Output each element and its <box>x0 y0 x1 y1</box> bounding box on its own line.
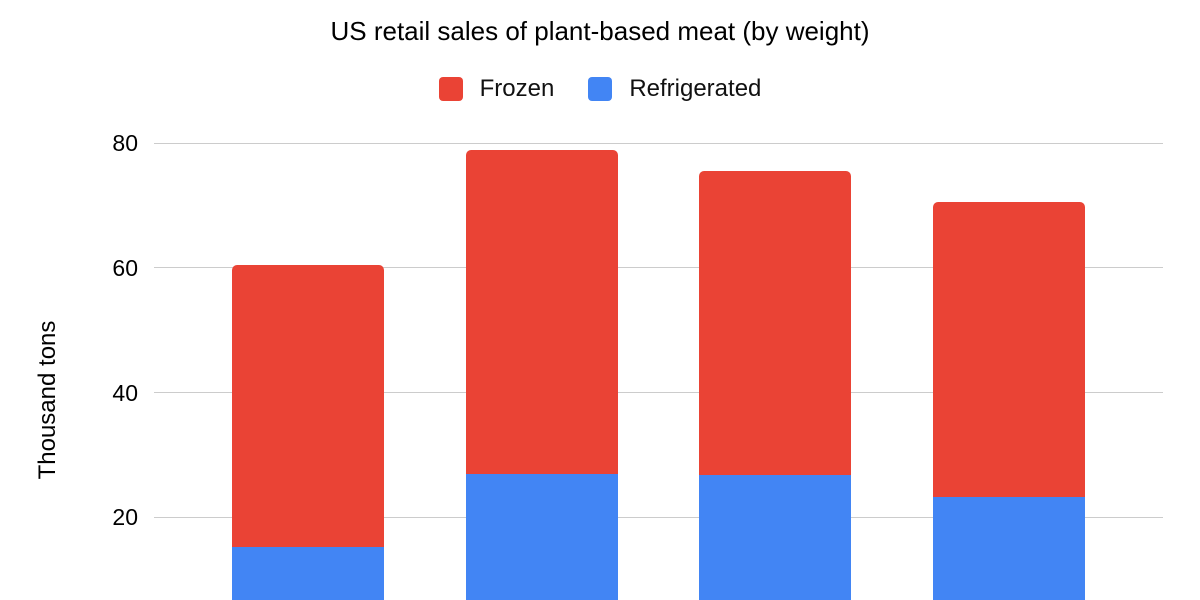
gridline-80 <box>154 142 1163 144</box>
gridline-40 <box>154 392 1163 393</box>
bar-2-frozen-segment[interactable] <box>466 149 618 475</box>
y-tick-label-60: 60 <box>112 254 138 281</box>
bar-1-frozen-segment[interactable] <box>232 264 384 548</box>
bar-2-refrigerated-segment[interactable] <box>466 474 618 600</box>
frozen-swatch-icon <box>438 77 463 101</box>
bar-4-refrigerated-segment[interactable] <box>933 496 1085 600</box>
legend-label-frozen: Frozen <box>479 75 555 102</box>
y-tick-label-80: 80 <box>112 130 138 156</box>
legend-item-refrigerated[interactable]: Refrigerated <box>588 75 761 103</box>
legend-item-frozen[interactable]: Frozen <box>438 75 555 103</box>
legend-label-refrigerated: Refrigerated <box>629 75 762 102</box>
y-tick-label-40: 40 <box>112 379 138 406</box>
bar-4-frozen-segment[interactable] <box>933 202 1085 497</box>
gridline-20 <box>154 516 1163 518</box>
bar-3-frozen-segment[interactable] <box>699 171 851 476</box>
chart-title: US retail sales of plant-based meat (by … <box>330 16 870 46</box>
y-tick-label-20: 20 <box>112 504 138 531</box>
legend: Frozen Refrigerated <box>0 75 1200 103</box>
bar-3-refrigerated-segment[interactable] <box>699 475 851 600</box>
bar-1-refrigerated-segment[interactable] <box>232 547 384 600</box>
gridline-60 <box>154 267 1163 269</box>
refrigerated-swatch-icon <box>588 77 613 101</box>
